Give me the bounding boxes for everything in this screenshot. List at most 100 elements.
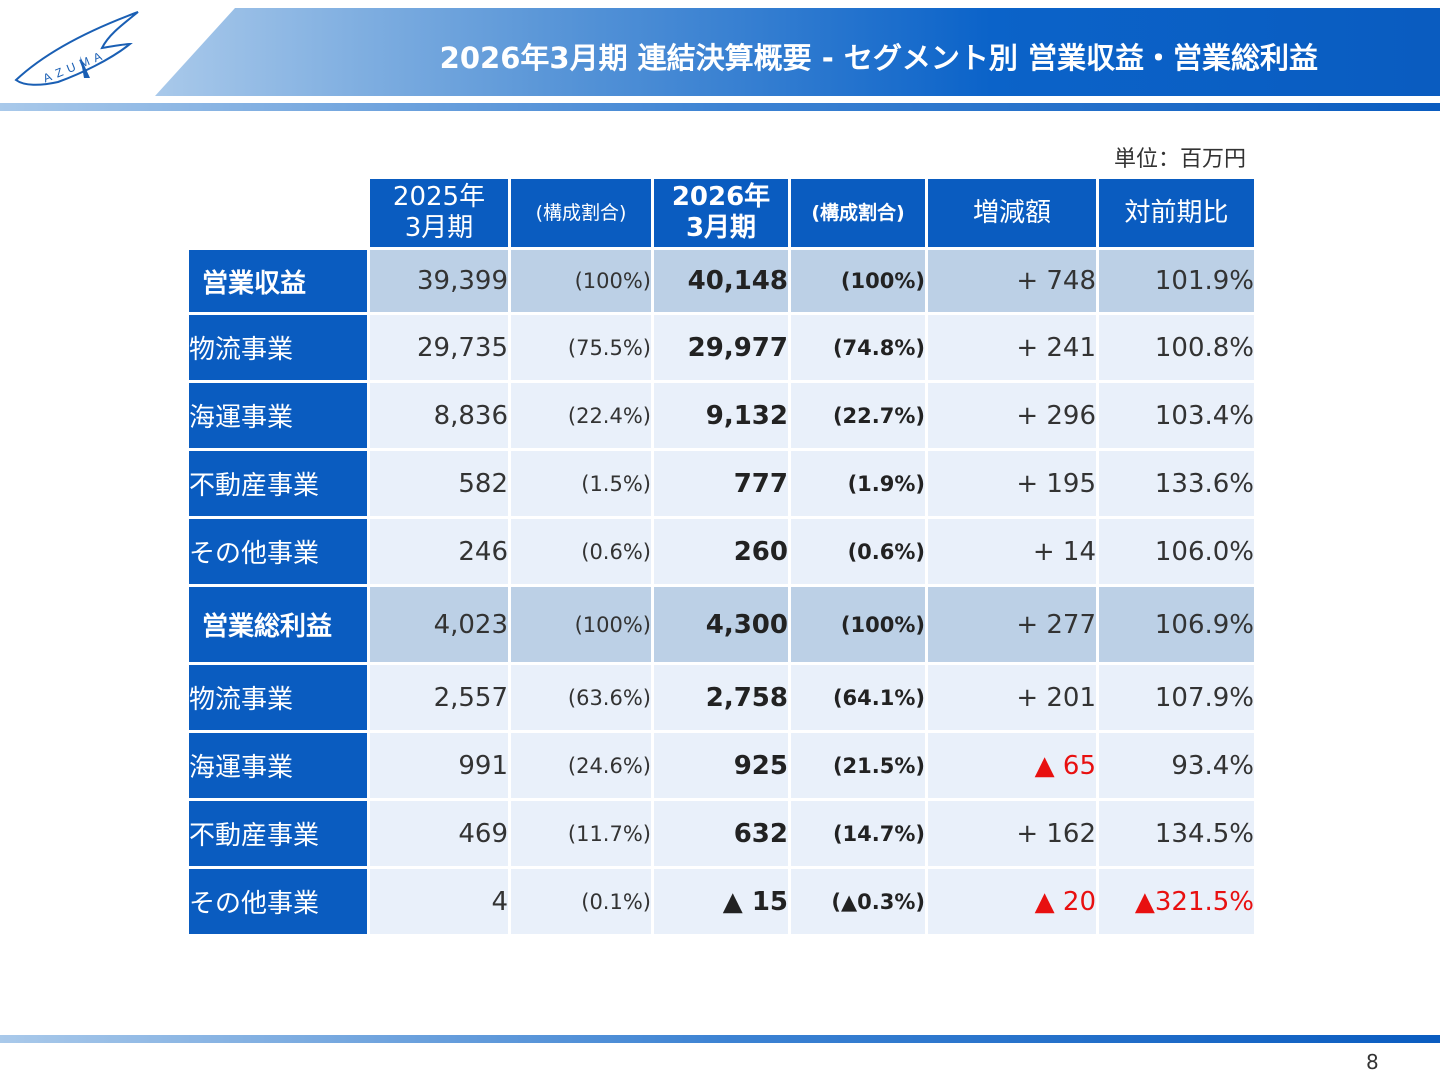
cell-curr: 777 [654, 451, 788, 516]
cell-change: + 241 [928, 315, 1096, 380]
cell-change: + 14 [928, 519, 1096, 584]
title-banner: 2026年3月期 連結決算概要 - セグメント別 営業収益・営業総利益 [155, 8, 1440, 96]
row-label: 物流事業 [189, 665, 367, 730]
cell-curr: 40,148 [654, 250, 788, 312]
cell-prev-share: (63.6%) [511, 665, 651, 730]
azuma-logo: AZUMA [14, 11, 139, 86]
table-row: その他事業 4 (0.1%) ▲ 15 (▲0.3%) ▲ 20 ▲321.5% [189, 869, 1254, 934]
cell-prev-share: (1.5%) [511, 451, 651, 516]
table-row: その他事業 246 (0.6%) 260 (0.6%) + 14 106.0% [189, 519, 1254, 584]
cell-curr: 260 [654, 519, 788, 584]
cell-curr: 4,300 [654, 587, 788, 662]
row-label: 不動産事業 [189, 451, 367, 516]
col-fy2025-period: 3月期 [404, 213, 474, 243]
col-fy2026-year: 2026年 [671, 182, 771, 212]
cell-prev-share: (24.6%) [511, 733, 651, 798]
row-label: 物流事業 [189, 315, 367, 380]
cell-prev: 2,557 [370, 665, 508, 730]
cell-yoy: 103.4% [1099, 383, 1254, 448]
col-fy2025-year: 2025年 [392, 182, 486, 212]
cell-curr: 9,132 [654, 383, 788, 448]
segment-summary-table: 2025年 3月期 (構成割合) 2026年 3月期 (構成割合) 増減額 対前… [186, 176, 1257, 937]
cell-yoy: 101.9% [1099, 250, 1254, 312]
cell-yoy: 100.8% [1099, 315, 1254, 380]
cell-curr-share: (1.9%) [791, 451, 925, 516]
col-change: 増減額 [928, 179, 1096, 247]
col-fy2026-period: 3月期 [685, 213, 757, 243]
cell-curr-share: (100%) [791, 587, 925, 662]
row-label: 海運事業 [189, 383, 367, 448]
col-yoy: 対前期比 [1099, 179, 1254, 247]
cell-change: + 195 [928, 451, 1096, 516]
row-label: その他事業 [189, 869, 367, 934]
cell-curr: 2,758 [654, 665, 788, 730]
cell-prev: 4 [370, 869, 508, 934]
cell-curr-share: (0.6%) [791, 519, 925, 584]
col-share-curr: (構成割合) [791, 179, 925, 247]
cell-change: + 277 [928, 587, 1096, 662]
row-label: その他事業 [189, 519, 367, 584]
table-row: 不動産事業 469 (11.7%) 632 (14.7%) + 162 134.… [189, 801, 1254, 866]
corner-cell [189, 179, 367, 247]
table-row: 物流事業 2,557 (63.6%) 2,758 (64.1%) + 201 1… [189, 665, 1254, 730]
cell-yoy: 106.0% [1099, 519, 1254, 584]
cell-curr-share: (14.7%) [791, 801, 925, 866]
col-fy2025: 2025年 3月期 [370, 179, 508, 247]
cell-prev: 39,399 [370, 250, 508, 312]
cell-change: + 201 [928, 665, 1096, 730]
row-label: 海運事業 [189, 733, 367, 798]
cell-change-negative: ▲ 65 [928, 733, 1096, 798]
cell-prev: 469 [370, 801, 508, 866]
cell-prev-share: (22.4%) [511, 383, 651, 448]
cell-change-negative: ▲ 20 [928, 869, 1096, 934]
cell-curr-share: (22.7%) [791, 383, 925, 448]
table-row: 不動産事業 582 (1.5%) 777 (1.9%) + 195 133.6% [189, 451, 1254, 516]
cell-change: + 162 [928, 801, 1096, 866]
cell-prev: 582 [370, 451, 508, 516]
cell-curr-share-negative: (▲0.3%) [791, 869, 925, 934]
header-row: 2025年 3月期 (構成割合) 2026年 3月期 (構成割合) 増減額 対前… [189, 179, 1254, 247]
cell-prev: 8,836 [370, 383, 508, 448]
cell-change: + 748 [928, 250, 1096, 312]
cell-curr-negative: ▲ 15 [654, 869, 788, 934]
table-row-gross-profit: 営業総利益 4,023 (100%) 4,300 (100%) + 277 10… [189, 587, 1254, 662]
table-row-operating-revenue: 営業収益 39,399 (100%) 40,148 (100%) + 748 1… [189, 250, 1254, 312]
cell-curr-share: (64.1%) [791, 665, 925, 730]
cell-yoy: 133.6% [1099, 451, 1254, 516]
cell-curr-share: (100%) [791, 250, 925, 312]
cell-prev: 246 [370, 519, 508, 584]
cell-prev-share: (75.5%) [511, 315, 651, 380]
cell-prev: 29,735 [370, 315, 508, 380]
unit-label: 単位：百万円 [1113, 147, 1246, 172]
cell-prev-share: (100%) [511, 250, 651, 312]
cell-curr-share: (74.8%) [791, 315, 925, 380]
header-rule [0, 103, 1440, 111]
cell-prev-share: (0.6%) [511, 519, 651, 584]
row-label: 不動産事業 [189, 801, 367, 866]
cell-yoy: 106.9% [1099, 587, 1254, 662]
table-row: 物流事業 29,735 (75.5%) 29,977 (74.8%) + 241… [189, 315, 1254, 380]
row-label: 営業収益 [189, 250, 367, 312]
row-label: 営業総利益 [189, 587, 367, 662]
col-share-prev: (構成割合) [511, 179, 651, 247]
table-row: 海運事業 991 (24.6%) 925 (21.5%) ▲ 65 93.4% [189, 733, 1254, 798]
cell-yoy-negative: ▲321.5% [1099, 869, 1254, 934]
footer-rule [0, 1035, 1440, 1043]
cell-curr-share: (21.5%) [791, 733, 925, 798]
cell-prev: 4,023 [370, 587, 508, 662]
cell-curr: 29,977 [654, 315, 788, 380]
cell-yoy: 107.9% [1099, 665, 1254, 730]
cell-yoy: 134.5% [1099, 801, 1254, 866]
cell-prev-share: (0.1%) [511, 869, 651, 934]
col-fy2026: 2026年 3月期 [654, 179, 788, 247]
cell-change: + 296 [928, 383, 1096, 448]
page-title: 2026年3月期 連結決算概要 - セグメント別 営業収益・営業総利益 [439, 41, 1318, 75]
cell-prev-share: (100%) [511, 587, 651, 662]
cell-curr: 632 [654, 801, 788, 866]
table-row: 海運事業 8,836 (22.4%) 9,132 (22.7%) + 296 1… [189, 383, 1254, 448]
cell-yoy: 93.4% [1099, 733, 1254, 798]
cell-curr: 925 [654, 733, 788, 798]
cell-prev: 991 [370, 733, 508, 798]
page-number: 8 [1366, 1050, 1379, 1074]
cell-prev-share: (11.7%) [511, 801, 651, 866]
